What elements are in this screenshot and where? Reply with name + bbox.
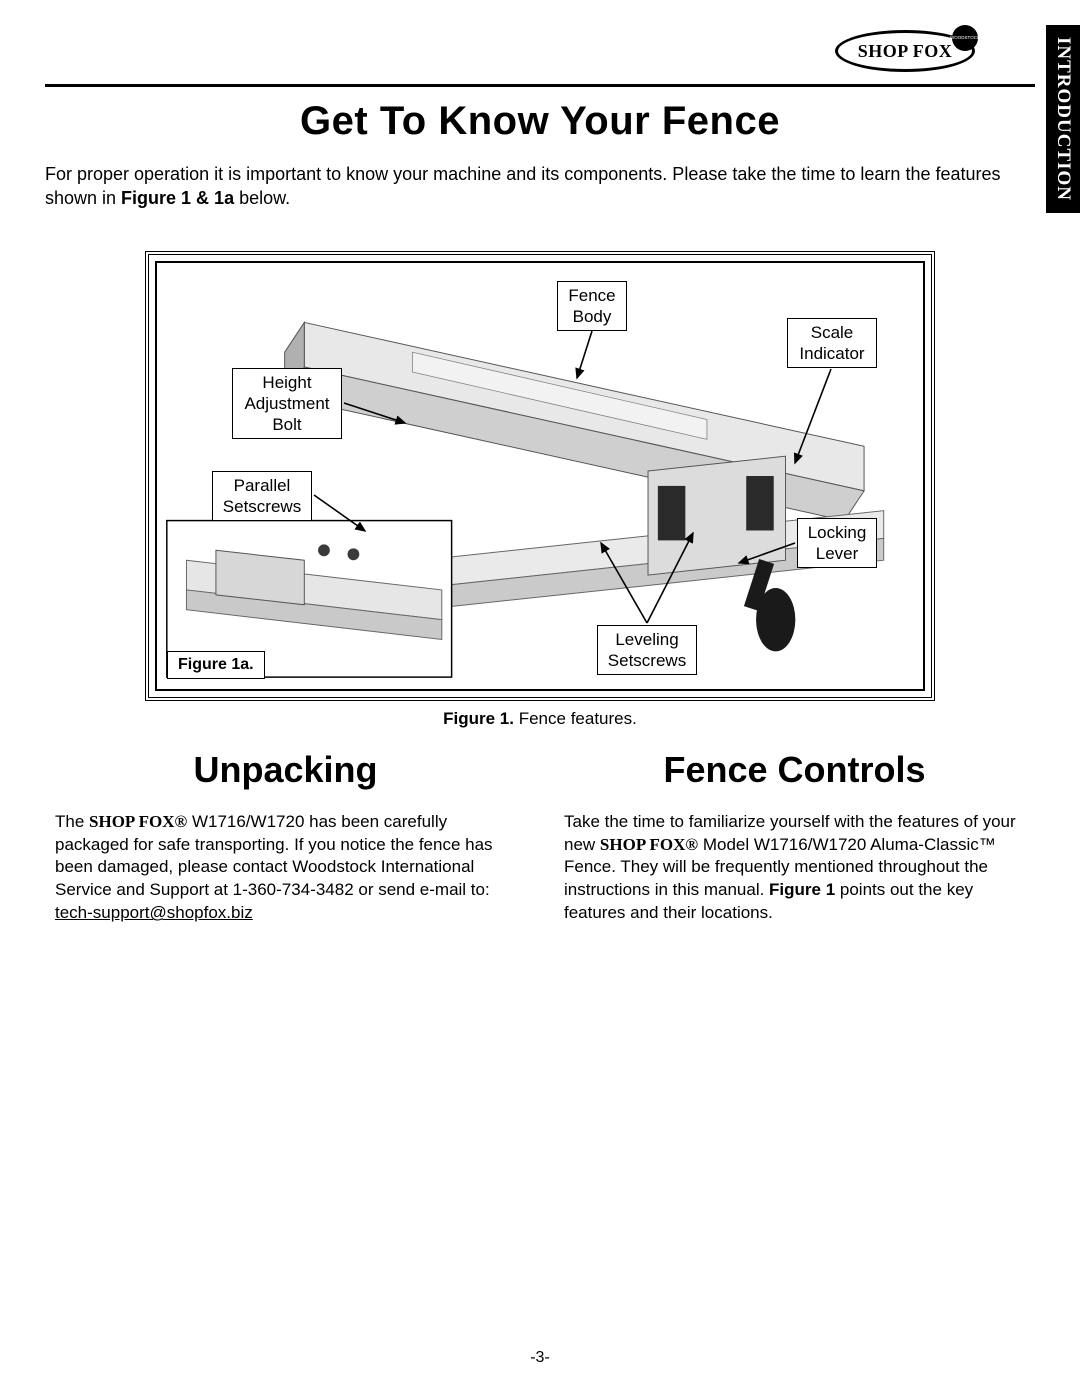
header-rule bbox=[45, 84, 1035, 87]
brand-name: SHOP FOX® bbox=[89, 812, 187, 831]
brand-logo: SHOP FOX WOODSTOCK bbox=[835, 30, 975, 72]
intro-text-b: below. bbox=[234, 188, 290, 208]
column-unpacking: Unpacking The SHOP FOX® W1716/W1720 has … bbox=[55, 749, 516, 926]
two-column-section: Unpacking The SHOP FOX® W1716/W1720 has … bbox=[45, 749, 1035, 926]
intro-text-bold: Figure 1 & 1a bbox=[121, 188, 234, 208]
header: SHOP FOX WOODSTOCK bbox=[45, 30, 1035, 80]
fence-controls-body: Take the time to familiarize yourself wi… bbox=[564, 811, 1025, 926]
logo-badge-icon: WOODSTOCK bbox=[952, 25, 978, 51]
intro-paragraph: For proper operation it is important to … bbox=[45, 162, 1035, 211]
logo-text: SHOP FOX bbox=[858, 41, 953, 62]
unpacking-body: The SHOP FOX® W1716/W1720 has been care­… bbox=[55, 811, 516, 926]
section-title-unpacking: Unpacking bbox=[55, 749, 516, 791]
figure-frame: Fence Body Scale Indicator Height Adjust… bbox=[145, 251, 935, 701]
column-fence-controls: Fence Controls Take the time to familiar… bbox=[564, 749, 1025, 926]
page-title: Get To Know Your Fence bbox=[45, 99, 1035, 144]
figure-caption: Figure 1. Fence features. bbox=[45, 709, 1035, 729]
support-email: tech-support@shopfox.biz bbox=[55, 903, 253, 922]
controls-text-bold: Figure 1 bbox=[769, 880, 835, 899]
figure-caption-bold: Figure 1. bbox=[443, 709, 514, 728]
brand-name: SHOP FOX® bbox=[600, 835, 698, 854]
page-number: -3- bbox=[0, 1349, 1080, 1367]
figure-caption-text: Fence features. bbox=[514, 709, 637, 728]
figure-diagram: Fence Body Scale Indicator Height Adjust… bbox=[155, 261, 925, 691]
section-title-fence-controls: Fence Controls bbox=[564, 749, 1025, 791]
callout-arrows bbox=[157, 263, 923, 689]
figure-inset-label: Figure 1a. bbox=[167, 651, 265, 679]
section-tab: INTRODUCTION bbox=[1046, 25, 1080, 213]
unpacking-text-a: The bbox=[55, 812, 89, 831]
